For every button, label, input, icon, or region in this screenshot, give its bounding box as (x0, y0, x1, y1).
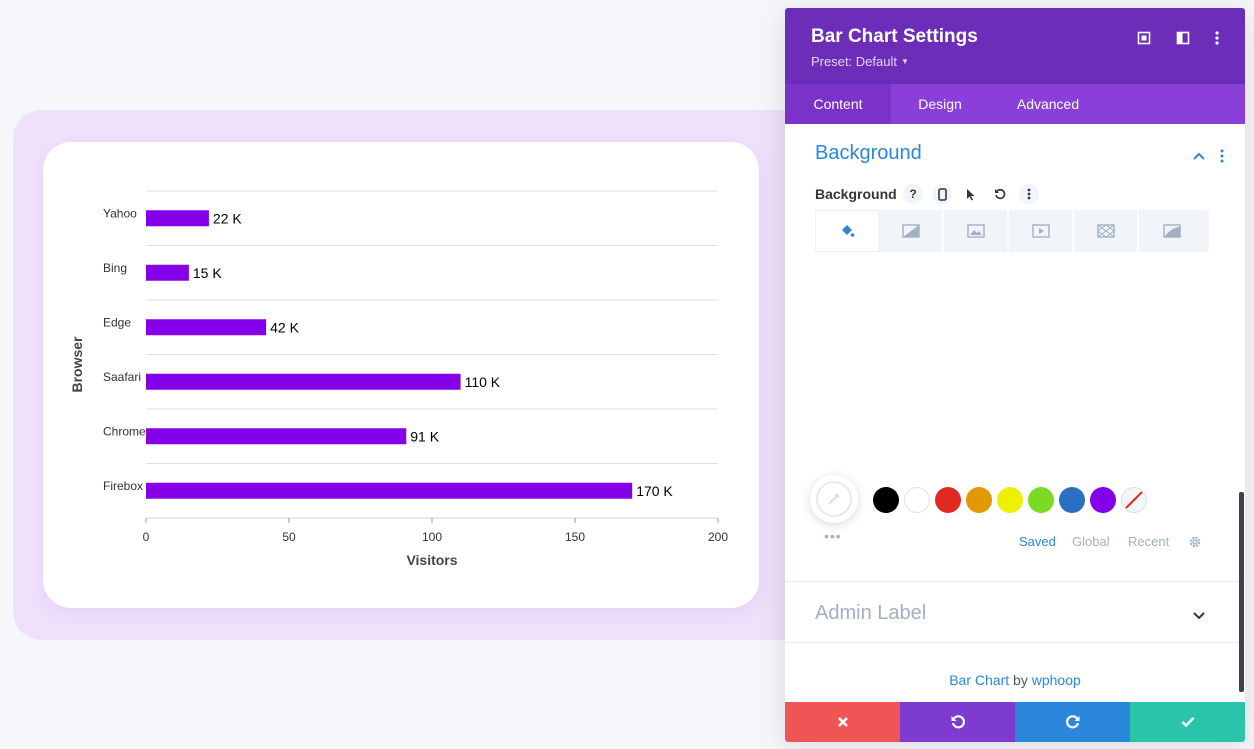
help-icon[interactable]: ? (903, 184, 923, 204)
tab-design[interactable]: Design (918, 96, 962, 112)
settings-tabs: Content Design Advanced (785, 84, 1245, 124)
fullscreen-icon[interactable] (1134, 28, 1154, 48)
x-tick-label: 200 (708, 530, 728, 544)
module-link[interactable]: Bar Chart (949, 672, 1010, 688)
data-label: 110 K (465, 374, 501, 390)
bar (146, 319, 267, 336)
color-preview[interactable] (815, 278, 1209, 453)
image-icon[interactable] (945, 210, 1009, 252)
save-button[interactable] (1130, 702, 1245, 742)
bar (146, 482, 633, 499)
caret-down-icon: ▼ (901, 57, 909, 66)
x-tick-label: 0 (143, 530, 150, 544)
palette-tab-saved[interactable]: Saved (1019, 534, 1056, 549)
eyedropper-icon (828, 493, 840, 505)
data-label: 15 K (193, 265, 222, 281)
credit-by: by (1013, 672, 1028, 688)
x-tick-label: 100 (422, 530, 442, 544)
data-label: 22 K (213, 210, 242, 226)
no-color-icon[interactable] (1121, 487, 1147, 513)
panel-title: Bar Chart Settings (811, 26, 978, 47)
color-fill-icon[interactable] (815, 210, 879, 252)
category-label: Yahoo (103, 206, 137, 220)
field-menu-icon[interactable] (1019, 184, 1039, 204)
category-label: Bing (103, 261, 127, 275)
data-label: 42 K (270, 319, 299, 335)
mobile-icon[interactable] (932, 184, 952, 204)
video-icon[interactable] (1010, 210, 1074, 252)
x-tick-label: 150 (565, 530, 585, 544)
more-options-icon[interactable] (1207, 28, 1227, 48)
palette-tab-global[interactable]: Global (1072, 534, 1110, 549)
hover-cursor-icon[interactable] (961, 184, 981, 204)
settings-panel: Bar Chart Settings Preset: Default ▼ Cont… (785, 8, 1245, 742)
swatch-black[interactable] (873, 487, 899, 513)
pattern-icon[interactable] (1075, 210, 1139, 252)
bar-chart: Yahoo 22 K Bing 15 K Edge 42 K Saafari 110 K Chr… (69, 190, 728, 568)
preset-label: Preset: Default (811, 54, 897, 69)
action-bar (785, 702, 1245, 742)
category-label: Saafari (103, 370, 141, 384)
background-type-tabs (815, 210, 1209, 252)
data-label: 91 K (410, 428, 439, 444)
module-credit: Bar Chart by wphoop (785, 672, 1245, 688)
divider (785, 581, 1245, 582)
divider (785, 642, 1245, 643)
bar (146, 210, 209, 227)
redo-icon (1065, 715, 1079, 729)
swatch-red[interactable] (935, 487, 961, 513)
color-picker-button[interactable] (810, 475, 858, 523)
mask-icon[interactable] (1140, 210, 1204, 252)
background-section-title[interactable]: Background (815, 142, 922, 164)
sidebar-layout-icon[interactable] (1173, 28, 1193, 48)
panel-header: Bar Chart Settings Preset: Default ▼ (785, 8, 1245, 84)
bar (146, 373, 461, 390)
swatch-green[interactable] (1028, 487, 1054, 513)
tab-content[interactable]: Content (785, 84, 891, 124)
reset-icon[interactable] (990, 184, 1010, 204)
category-label: Firebox (103, 479, 143, 493)
background-field-label: Background (815, 186, 897, 202)
swatch-blue[interactable] (1059, 487, 1085, 513)
preset-dropdown[interactable]: Preset: Default ▼ (811, 54, 909, 69)
cancel-button[interactable] (785, 702, 900, 742)
category-label: Chrome (103, 424, 146, 438)
data-label: 170 K (636, 483, 673, 499)
bar (146, 428, 407, 445)
chevron-down-icon[interactable] (1189, 606, 1209, 626)
undo-button[interactable] (900, 702, 1015, 742)
x-tick-label: 50 (282, 530, 296, 544)
x-axis-title: Visitors (406, 552, 457, 568)
section-menu-icon[interactable] (1215, 146, 1229, 166)
bar (146, 264, 189, 281)
redo-button[interactable] (1015, 702, 1130, 742)
gradient-icon[interactable] (880, 210, 944, 252)
palette-settings-gear-icon[interactable] (1187, 534, 1203, 550)
more-colors-icon[interactable]: ••• (824, 528, 842, 544)
chart-card: Yahoo 22 K Bing 15 K Edge 42 K Saafari 110 K Chr… (43, 142, 759, 608)
swatch-purple[interactable] (1090, 487, 1116, 513)
admin-label-section-title[interactable]: Admin Label (815, 602, 927, 624)
check-icon (1181, 717, 1194, 728)
close-icon (837, 717, 848, 727)
swatch-white[interactable] (904, 487, 930, 513)
author-link[interactable]: wphoop (1031, 672, 1081, 688)
tab-advanced[interactable]: Advanced (1016, 96, 1080, 112)
swatch-yellow[interactable] (997, 487, 1023, 513)
chevron-up-icon[interactable] (1189, 146, 1209, 166)
undo-icon (951, 715, 965, 729)
category-label: Edge (103, 315, 131, 329)
y-axis-title: Browser (69, 336, 85, 393)
panel-scrollbar[interactable] (1239, 492, 1244, 692)
swatch-orange[interactable] (966, 487, 992, 513)
palette-tab-recent[interactable]: Recent (1128, 534, 1170, 549)
panel-body: Background Background ? (785, 124, 1245, 702)
